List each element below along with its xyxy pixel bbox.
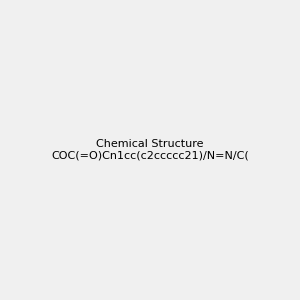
Text: Chemical Structure
COC(=O)Cn1cc(c2ccccc21)/N=N/C(: Chemical Structure COC(=O)Cn1cc(c2ccccc2… [51,139,249,161]
